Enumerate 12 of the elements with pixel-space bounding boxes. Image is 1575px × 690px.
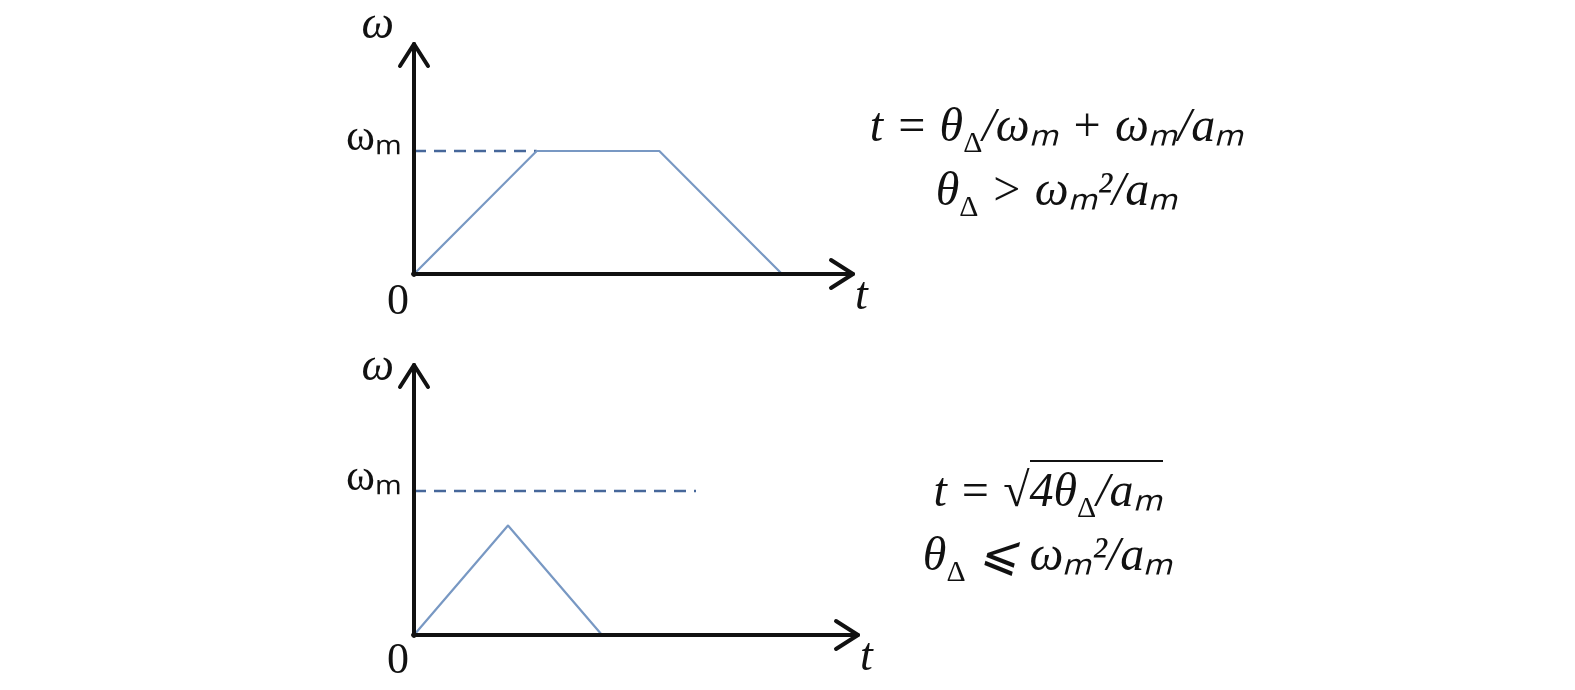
x-axis-title: t bbox=[860, 629, 874, 680]
annotation: 0 bbox=[387, 634, 409, 684]
x-axis-title: t bbox=[855, 268, 869, 319]
text: t = √4θ$_{Δ}$/aₘ bbox=[932, 462, 1164, 523]
text: θ$_{Δ}$ ⩽ ωₘ²/aₘ bbox=[921, 526, 1175, 587]
text: 0 bbox=[387, 275, 409, 325]
annotation: ωₘ bbox=[346, 451, 402, 501]
y-axis-title: ω bbox=[361, 339, 394, 390]
text: t = θ$_{Δ}$/ωₘ + ωₘ/aₘ bbox=[868, 97, 1246, 158]
y-axis-title: ω bbox=[361, 0, 394, 48]
text: ωₘ bbox=[346, 111, 402, 161]
text: θ$_{Δ}$ > ωₘ²/aₘ bbox=[934, 161, 1180, 222]
